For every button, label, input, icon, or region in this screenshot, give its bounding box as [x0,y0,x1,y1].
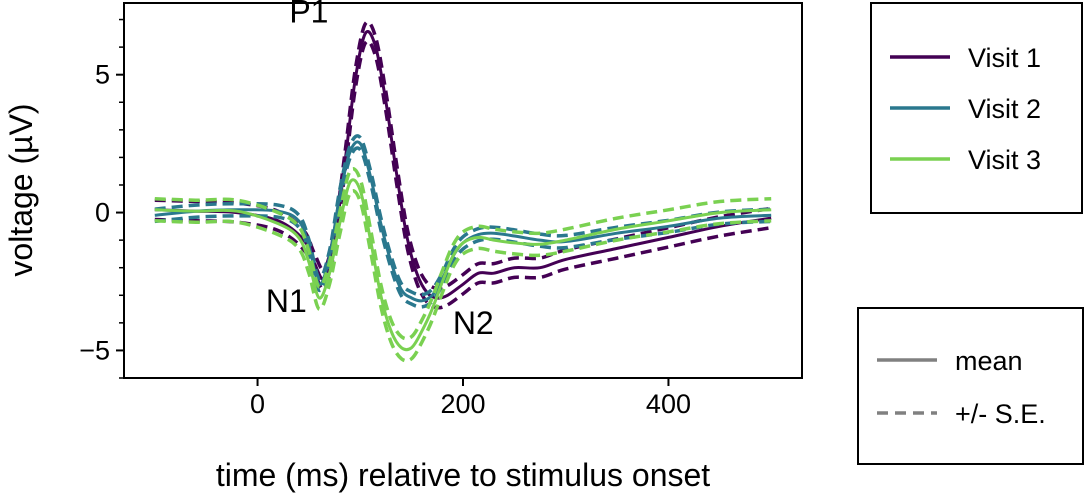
y-tick-label: 5 [95,60,110,90]
style-label-dashed: +/- S.E. [955,399,1046,429]
x-axis-label: time (ms) relative to stimulus onset [216,457,710,493]
series-2-upper-se [154,134,772,297]
x-tick-label: 400 [646,389,691,419]
series-2-mean-line [154,140,772,303]
series-1-upper-se [154,20,772,291]
y-axis-label: voltage (µV) [3,103,39,276]
series-1-lower-se [154,39,772,310]
style-label-solid: mean [955,346,1023,376]
series-3-mean-line [154,178,772,352]
legend-label-visit-3: Visit 3 [968,145,1041,175]
series-1 [154,20,772,310]
legend-label-visit-2: Visit 2 [968,94,1041,124]
series-3 [154,167,772,363]
x-tick-label: 200 [440,389,485,419]
series-3-lower-se [154,189,772,363]
y-tick-label: 0 [95,198,110,228]
series-3-upper-se [154,167,772,341]
annotation-n2: N2 [453,305,494,341]
series-legend: Visit 1 Visit 2 Visit 3 [870,2,1083,214]
y-tick-label: −5 [79,335,110,365]
series-2 [154,134,772,309]
x-tick-label: 0 [250,389,265,419]
style-legend: mean +/- S.E. [857,307,1084,465]
legend-label-visit-1: Visit 1 [968,43,1041,73]
style-legend-frame [857,307,1084,465]
annotation-n1: N1 [266,283,307,319]
annotation-p1: P1 [289,0,328,29]
series-1-mean-line [154,30,772,300]
